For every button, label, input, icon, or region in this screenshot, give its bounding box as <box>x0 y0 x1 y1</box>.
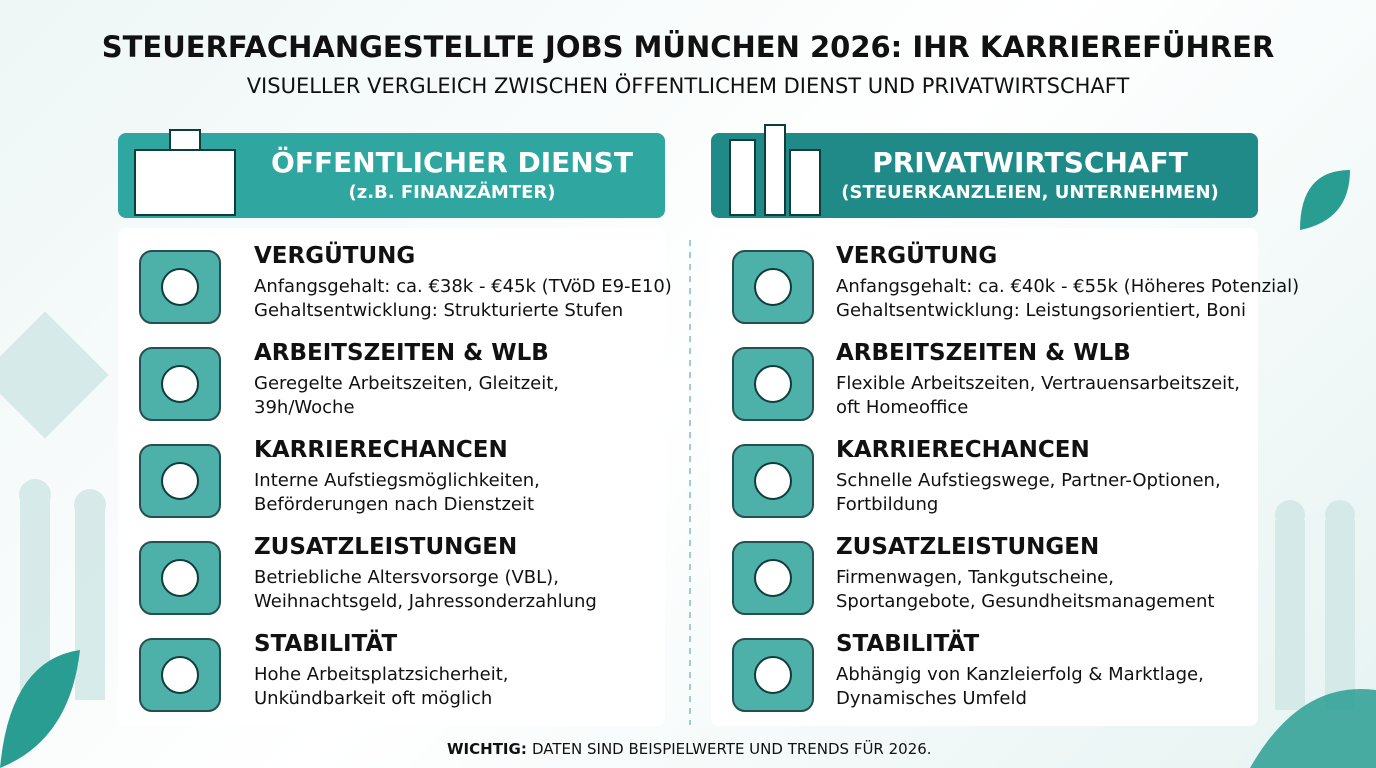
section-heading: VERGÜTUNG <box>836 243 998 269</box>
section-heading: ARBEITSZEITEN & WLB <box>836 340 1131 366</box>
section-heading: ZUSATZLEISTUNGEN <box>836 534 1100 560</box>
icon <box>754 462 792 500</box>
section-line: Geregelte Arbeitszeiten, Gleitzeit, <box>254 373 559 394</box>
footer-text: DATEN SIND BEISPIELWERTE UND TRENDS FÜR … <box>532 740 932 758</box>
icon <box>161 559 199 597</box>
page-title: STEUERFACHANGESTELLTE JOBS MÜNCHEN 2026:… <box>101 30 1275 64</box>
section-line: Beförderungen nach Dienstzeit <box>254 494 535 515</box>
section-line: Fortbildung <box>836 494 939 515</box>
column-title: PRIVATWIRTSCHAFT <box>872 146 1188 179</box>
section-line: Betriebliche Altersvorsorge (VBL), <box>254 567 559 588</box>
section-heading: ZUSATZLEISTUNGEN <box>254 534 518 560</box>
section-line: Dynamisches Umfeld <box>836 688 1027 709</box>
section-line: Abhängig von Kanzleierfolg & Marktlage, <box>836 664 1204 685</box>
icon <box>161 365 199 403</box>
column-title: ÖFFENTLICHER DIENST <box>271 146 633 179</box>
icon <box>754 559 792 597</box>
section-line: Gehaltsentwicklung: Leistungsorientiert,… <box>836 300 1247 321</box>
section-heading: ARBEITSZEITEN & WLB <box>254 340 549 366</box>
column-subtitle: (STEUERKANZLEIEN, UNTERNEHMEN) <box>841 182 1219 203</box>
icon <box>161 462 199 500</box>
icon <box>754 656 792 694</box>
column-subtitle: (z.B. FINANZÄMTER) <box>348 182 556 203</box>
section-line: 39h/Woche <box>254 397 355 418</box>
section-line: Gehaltsentwicklung: Strukturierte Stufen <box>254 300 624 321</box>
section-heading: STABILITÄT <box>836 631 980 657</box>
section-line: Weihnachtsgeld, Jahressonderzahlung <box>254 591 597 612</box>
footer-label: WICHTIG: <box>447 740 527 758</box>
section-line: Interne Aufstiegsmöglichkeiten, <box>254 470 540 491</box>
section-heading: KARRIERECHANCEN <box>836 437 1090 463</box>
section-line: Firmenwagen, Tankgutscheine, <box>836 567 1114 588</box>
icon <box>754 365 792 403</box>
icon <box>161 656 199 694</box>
section-heading: KARRIERECHANCEN <box>254 437 508 463</box>
section-line: Anfangsgehalt: ca. €38k - €45k (TVöD E9-… <box>254 276 672 297</box>
section-line: Unkündbarkeit oft möglich <box>254 688 493 709</box>
section-heading: STABILITÄT <box>254 631 398 657</box>
section-line: Anfangsgehalt: ca. €40k - €55k (Höheres … <box>836 276 1300 297</box>
icon <box>161 268 199 306</box>
section-line: oft Homeoffice <box>836 397 969 418</box>
section-heading: VERGÜTUNG <box>254 243 416 269</box>
icon <box>754 268 792 306</box>
section-line: Flexible Arbeitszeiten, Vertrauensarbeit… <box>836 373 1240 394</box>
page-subtitle: VISUELLER VERGLEICH ZWISCHEN ÖFFENTLICHE… <box>246 74 1130 98</box>
section-line: Schnelle Aufstiegswege, Partner-Optionen… <box>836 470 1221 491</box>
section-line: Sportangebote, Gesundheitsmanagement <box>836 591 1215 612</box>
section-line: Hohe Arbeitsplatzsicherheit, <box>254 664 509 685</box>
